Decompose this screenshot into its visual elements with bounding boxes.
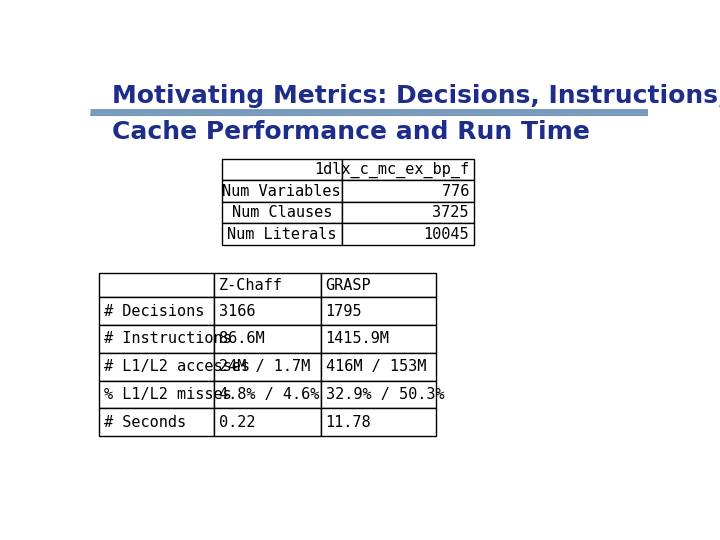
Text: Z-Chaff: Z-Chaff [219,278,282,293]
Text: # Seconds: # Seconds [104,415,186,430]
Text: 1415.9M: 1415.9M [325,332,390,347]
Bar [342,180,474,202]
Text: 10045: 10045 [423,227,469,242]
Bar [321,298,436,325]
Text: 416M / 153M: 416M / 153M [325,359,426,374]
Text: Num Literals: Num Literals [227,227,336,242]
Text: 0.22: 0.22 [219,415,255,430]
Bar [214,325,321,353]
Text: 24M / 1.7M: 24M / 1.7M [219,359,310,374]
Bar [99,353,214,381]
Text: 3166: 3166 [219,303,255,319]
Bar [222,224,342,245]
Bar [321,325,436,353]
Bar [222,159,342,180]
Bar [342,202,474,224]
Bar [321,273,436,298]
Bar [214,353,321,381]
Text: Num Variables: Num Variables [222,184,341,199]
Text: 11.78: 11.78 [325,415,372,430]
Text: # Instructions: # Instructions [104,332,232,347]
Bar [321,381,436,408]
Text: % L1/L2 misses: % L1/L2 misses [104,387,232,402]
Text: # L1/L2 accesses: # L1/L2 accesses [104,359,250,374]
Text: Num Clauses: Num Clauses [232,205,332,220]
Text: # Decisions: # Decisions [104,303,204,319]
Text: 1795: 1795 [325,303,362,319]
Bar [214,273,321,298]
Text: 776: 776 [441,184,469,199]
Text: Cache Performance and Run Time: Cache Performance and Run Time [112,120,590,144]
Bar [342,224,474,245]
Bar [99,408,214,436]
Bar [99,273,214,298]
Bar [214,381,321,408]
Text: GRASP: GRASP [325,278,372,293]
Bar [99,325,214,353]
Bar [321,353,436,381]
Bar [214,408,321,436]
Text: 32.9% / 50.3%: 32.9% / 50.3% [325,387,444,402]
Text: 3725: 3725 [433,205,469,220]
Text: 1dlx_c_mc_ex_bp_f: 1dlx_c_mc_ex_bp_f [314,161,469,178]
Bar [99,381,214,408]
Bar [222,202,342,224]
Bar [214,298,321,325]
Bar [222,180,342,202]
Text: 4.8% / 4.6%: 4.8% / 4.6% [219,387,319,402]
Bar [321,408,436,436]
Bar [99,298,214,325]
Text: 86.6M: 86.6M [219,332,264,347]
Text: Motivating Metrics: Decisions, Instructions,: Motivating Metrics: Decisions, Instructi… [112,84,720,108]
Bar [342,159,474,180]
